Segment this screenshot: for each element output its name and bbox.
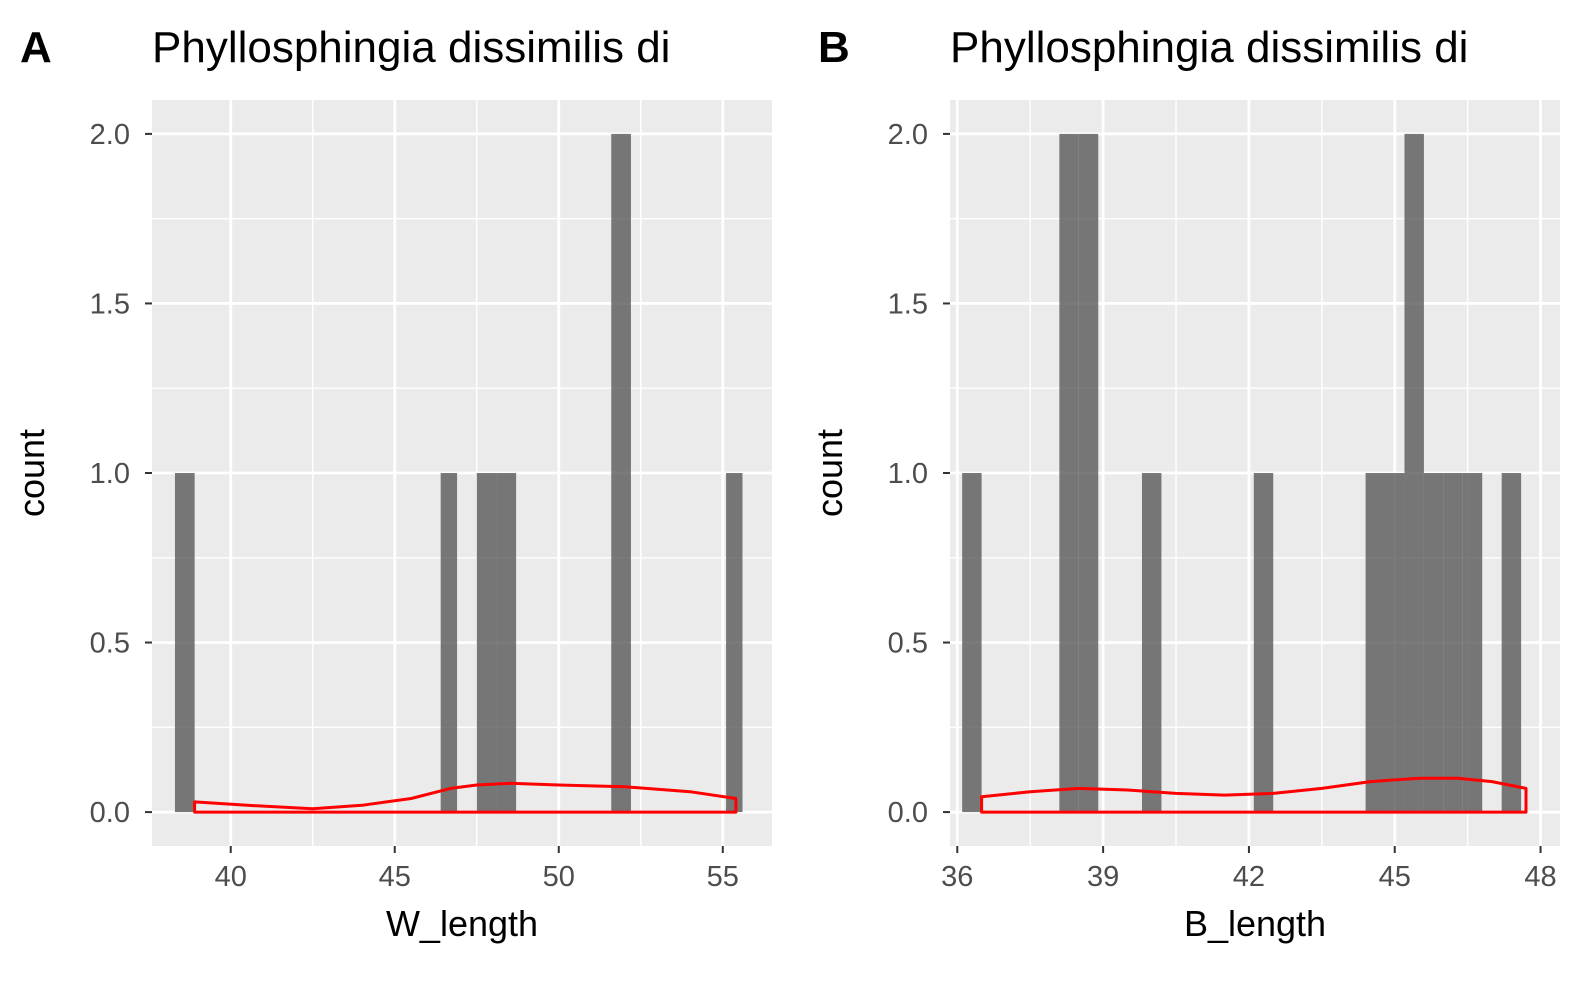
histogram-bar: [496, 473, 517, 813]
histogram-bar: [726, 473, 743, 813]
y-tick-label: 0.5: [888, 628, 928, 660]
histogram-bar: [1059, 133, 1079, 813]
density-outline: [980, 776, 1528, 814]
panel-b: 36 39 42 45 48 0.0 0.5 1.0 1.5 2.0 B_length count Ph…: [809, 23, 1560, 944]
histogram-bar: [611, 133, 631, 813]
y-axis-label: count: [11, 429, 52, 517]
histogram-bar: [1443, 473, 1463, 813]
histogram-bar: [1078, 133, 1099, 813]
x-tick-label: 36: [941, 861, 973, 893]
chart-title: Phyllosphingia dissimilis di: [950, 23, 1468, 72]
histogram-bar: [1365, 473, 1386, 813]
histogram-bar: [174, 473, 195, 813]
histogram-bar: [1141, 473, 1162, 813]
histogram-bar: [1385, 473, 1405, 813]
x-tick-label: 42: [1233, 861, 1265, 893]
histogram-bar: [962, 473, 982, 813]
x-tick-label: 45: [379, 861, 411, 893]
histogram-bar: [476, 473, 497, 813]
y-tick-label: 2.0: [90, 119, 130, 151]
x-tick-label: 50: [543, 861, 575, 893]
y-tick-label: 1.5: [90, 288, 130, 320]
y-tick-label: 1.0: [888, 458, 928, 490]
histogram-bar: [1423, 473, 1444, 813]
x-tick-label: 48: [1524, 861, 1556, 893]
y-tick-label: 0.5: [90, 628, 130, 660]
x-tick-label: 39: [1087, 861, 1119, 893]
y-axis-label: count: [809, 429, 850, 517]
y-tick-label: 2.0: [888, 119, 928, 151]
y-tick-label: 1.0: [90, 458, 130, 490]
density-outline: [193, 781, 738, 814]
panel-tag: B: [818, 23, 850, 72]
panel-a: 40 45 50 55 0.0 0.5 1.0 1.5 2.0 W_length count Phyl…: [11, 23, 772, 944]
histogram-bar: [1462, 473, 1483, 813]
x-tick-label: 55: [707, 861, 739, 893]
x-axis-label: B_length: [1184, 903, 1326, 944]
x-axis-label: W_length: [386, 903, 538, 944]
histogram-bar: [1253, 473, 1274, 813]
chart-title: Phyllosphingia dissimilis di: [152, 23, 670, 72]
panel-tag: A: [20, 23, 52, 72]
x-tick-label: 45: [1379, 861, 1411, 893]
y-tick-label: 0.0: [888, 797, 928, 829]
x-tick-label: 40: [215, 861, 247, 893]
histogram-bar: [1404, 133, 1424, 813]
y-tick-label: 1.5: [888, 288, 928, 320]
histogram-bar: [440, 473, 458, 813]
histogram-bar: [1501, 473, 1522, 813]
y-tick-label: 0.0: [90, 797, 130, 829]
